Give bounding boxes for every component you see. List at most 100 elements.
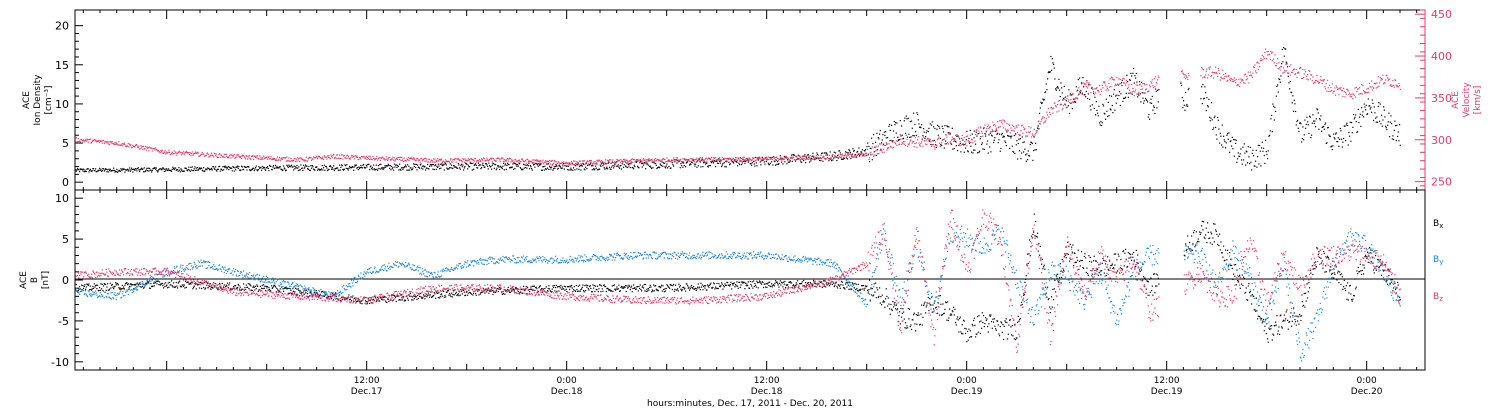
- bx-series-point: [93, 287, 95, 290]
- density-series-point: [507, 162, 509, 164]
- density-series-point: [1202, 84, 1204, 86]
- density-series-point: [655, 164, 657, 166]
- velocity-series-point: [953, 138, 955, 140]
- velocity-series-point: [258, 158, 260, 160]
- velocity-series-point: [661, 159, 663, 161]
- density-series-point: [1338, 145, 1340, 147]
- velocity-series-point: [719, 157, 721, 159]
- density-series-point: [284, 168, 286, 170]
- velocity-series-point: [1045, 117, 1047, 119]
- density-series-point: [952, 148, 954, 150]
- velocity-series-point: [83, 139, 85, 141]
- density-series-point: [567, 169, 569, 171]
- bx-series-point: [601, 285, 603, 287]
- bx-series-point: [276, 287, 278, 289]
- velocity-series-point: [364, 158, 366, 160]
- velocity-series-point: [1373, 82, 1375, 85]
- bx-series-point: [96, 288, 98, 290]
- velocity-series-point: [792, 156, 794, 158]
- velocity-series-point: [1015, 125, 1017, 127]
- velocity-series-point: [1376, 82, 1378, 84]
- bx-series-point: [231, 289, 233, 291]
- velocity-series-point: [413, 159, 415, 161]
- density-series-point: [1285, 48, 1287, 50]
- velocity-series-point: [848, 153, 850, 156]
- density-series-point: [329, 165, 331, 167]
- velocity-series-point: [926, 143, 928, 146]
- density-series-point: [1373, 106, 1375, 108]
- bx-series-point: [539, 285, 541, 287]
- bx-series-point: [533, 285, 535, 287]
- density-series-point: [795, 160, 797, 162]
- velocity-series-point: [502, 157, 504, 160]
- density-series-point: [1293, 99, 1295, 101]
- bx-series-point: [706, 289, 708, 291]
- density-series-point: [325, 165, 327, 167]
- velocity-series-point: [1028, 126, 1030, 128]
- velocity-series-point: [1080, 90, 1082, 92]
- bx-series-point: [613, 284, 615, 286]
- bx-series-point: [691, 287, 693, 289]
- density-series-point: [163, 168, 165, 170]
- density-series-point: [998, 139, 1000, 141]
- bx-series-point: [297, 294, 299, 296]
- density-series-point: [1272, 103, 1274, 105]
- bx-series-point: [732, 284, 734, 286]
- density-series-point: [988, 134, 990, 136]
- density-series-point: [81, 168, 83, 170]
- bx-series-point: [597, 285, 599, 287]
- velocity-series-point: [1215, 71, 1217, 74]
- density-series-point: [499, 168, 501, 171]
- density-series-point: [835, 152, 837, 154]
- bx-series-point: [162, 285, 164, 287]
- velocity-series-point: [1383, 83, 1385, 85]
- bx-series-point: [591, 291, 593, 293]
- bx-series-point: [91, 288, 93, 290]
- bx-series-point: [105, 283, 107, 285]
- density-series-point: [1245, 150, 1247, 152]
- velocity-series-point: [914, 142, 916, 145]
- density-series-point: [563, 168, 565, 170]
- density-series-point: [815, 158, 817, 160]
- density-series-point: [1042, 98, 1044, 100]
- density-series-point: [1218, 128, 1220, 130]
- velocity-series-point: [897, 140, 899, 142]
- velocity-series-point: [1251, 76, 1253, 78]
- bx-series-point: [626, 285, 628, 287]
- density-series-point: [477, 167, 479, 169]
- density-series-point: [257, 169, 259, 171]
- density-series-point: [135, 168, 137, 170]
- bx-series-point: [287, 288, 289, 290]
- velocity-series-point: [257, 155, 259, 157]
- bx-series-point: [713, 283, 715, 285]
- density-series-point: [860, 151, 862, 153]
- density-series-point: [129, 170, 131, 172]
- velocity-series-point: [328, 155, 330, 157]
- velocity-series-point: [573, 164, 575, 166]
- density-series-point: [993, 141, 995, 144]
- velocity-series-point: [393, 157, 395, 159]
- bx-series-point: [623, 287, 625, 289]
- velocity-series-point: [1276, 63, 1278, 65]
- velocity-series-point: [277, 156, 279, 158]
- density-series-point: [295, 166, 297, 168]
- density-series-point: [213, 166, 215, 168]
- density-series-point: [1350, 140, 1352, 142]
- velocity-series-point: [297, 159, 299, 161]
- density-series-point: [515, 163, 517, 165]
- density-series-point: [927, 131, 929, 133]
- density-series-point: [1321, 126, 1323, 128]
- velocity-series-point: [1362, 85, 1364, 87]
- density-series-point: [408, 165, 410, 167]
- velocity-series-point: [869, 157, 871, 159]
- density-series-point: [1119, 91, 1121, 93]
- density-series-point: [1108, 115, 1110, 117]
- density-series-point: [951, 143, 953, 145]
- density-series-point: [1383, 109, 1385, 111]
- velocity-series-point: [765, 156, 767, 158]
- density-series-point: [1139, 81, 1141, 83]
- density-series-point: [1295, 124, 1297, 126]
- velocity-series-point: [1227, 75, 1229, 77]
- bx-series-point: [223, 284, 225, 286]
- velocity-series-point: [619, 161, 621, 163]
